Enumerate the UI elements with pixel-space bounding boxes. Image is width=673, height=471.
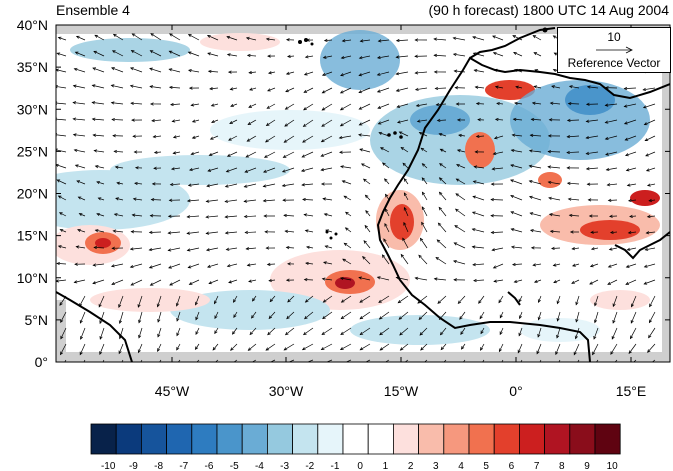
latitude-label: 0° <box>35 354 48 370</box>
missing-data-bottom <box>56 352 670 362</box>
latitude-label: 35°N <box>17 59 48 75</box>
longitude-label: 30°W <box>269 383 304 399</box>
latitude-label: 20°N <box>17 186 48 202</box>
islands <box>298 27 548 240</box>
coastlines <box>56 27 670 362</box>
latitude-label: 10°N <box>17 270 48 286</box>
latitude-label: 5°N <box>25 312 49 328</box>
latitude-labels: 0° 5°N 10°N 15°N 20°N 25°N 30°N 35°N 40°N <box>17 17 48 370</box>
reference-arrow-icon <box>596 46 633 54</box>
latitude-label: 25°N <box>17 143 48 159</box>
longitude-label: 15°W <box>384 383 419 399</box>
reference-vector-magnitude: 10 <box>607 30 621 44</box>
missing-data-left <box>56 300 66 362</box>
longitude-label: 45°W <box>155 383 190 399</box>
anomaly-shading <box>56 30 660 345</box>
reference-vector-label: Reference Vector <box>567 56 661 70</box>
forecast-time-label: (90 h forecast) 1800 UTC 14 Aug 2004 <box>428 2 669 18</box>
longitude-label: 0° <box>509 383 522 399</box>
longitude-label: 15°E <box>616 383 647 399</box>
latitude-label: 15°N <box>17 228 48 244</box>
missing-data-top <box>56 25 670 34</box>
reference-vector-box: 10 Reference Vector <box>557 27 671 73</box>
longitude-labels: 45°W 30°W 15°W 0° 15°E <box>155 383 646 399</box>
panel-title: Ensemble 4 <box>56 2 130 18</box>
latitude-label: 30°N <box>17 101 48 117</box>
latitude-label: 40°N <box>17 17 48 33</box>
